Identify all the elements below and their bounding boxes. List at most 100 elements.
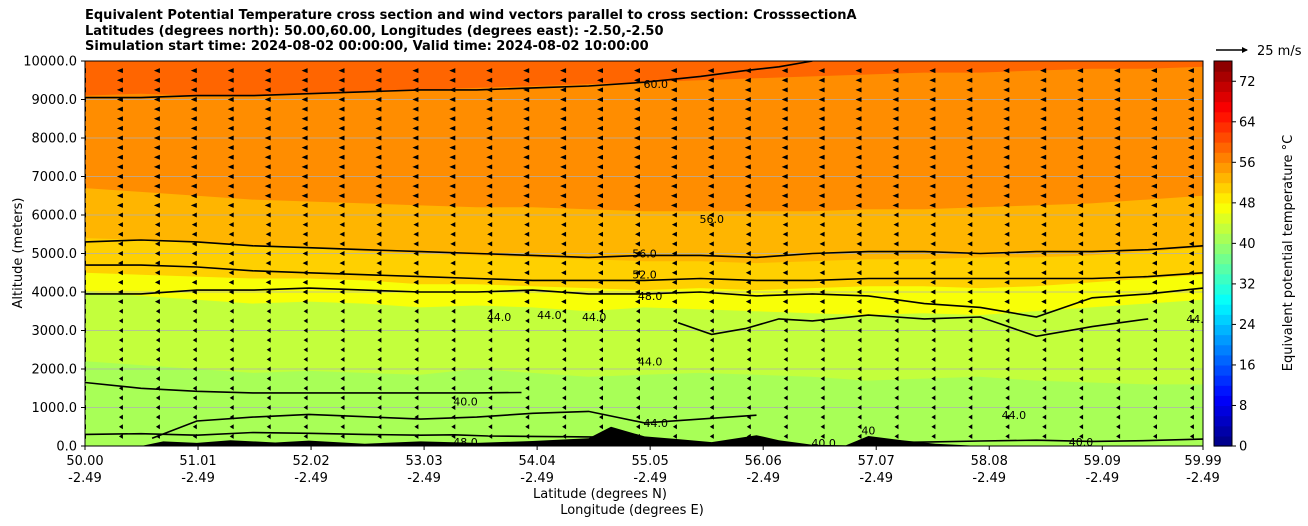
- wind-arrow: [118, 347, 123, 353]
- colorbar-segment: [1214, 142, 1232, 153]
- wind-arrow: [599, 405, 603, 410]
- wind-arrow: [340, 308, 345, 314]
- wind-arrow: [1152, 251, 1157, 256]
- wind-arrow: [1041, 212, 1047, 218]
- wind-arrow: [191, 222, 197, 228]
- wind-arrow: [155, 385, 160, 391]
- wind-arrow: [931, 424, 936, 430]
- wind-arrow: [375, 193, 382, 199]
- wind-arrow: [597, 135, 603, 141]
- wind-arrow: [1116, 308, 1121, 314]
- wind-arrow: [412, 174, 419, 179]
- wind-arrow: [892, 135, 899, 141]
- wind-arrow: [562, 376, 567, 382]
- wind-arrow: [819, 289, 825, 295]
- wind-arrow: [191, 260, 197, 266]
- wind-arrow: [781, 87, 788, 93]
- wind-arrow: [1079, 405, 1084, 410]
- wind-arrow: [412, 145, 419, 151]
- wind-arrow: [1189, 405, 1194, 410]
- wind-arrow: [892, 145, 899, 151]
- wind-arrow: [1115, 212, 1121, 218]
- wind-arrow: [338, 174, 345, 179]
- wind-arrow: [116, 145, 123, 151]
- wind-arrow: [375, 202, 382, 208]
- wind-arrow: [1003, 97, 1010, 102]
- wind-arrow: [783, 308, 788, 314]
- wind-arrow: [486, 164, 493, 170]
- wind-arrow: [930, 231, 936, 237]
- wind-arrow: [931, 318, 936, 324]
- wind-arrow: [190, 145, 197, 151]
- wind-arrow: [303, 414, 308, 420]
- wind-arrow: [745, 222, 751, 228]
- wind-arrow: [966, 97, 973, 102]
- wind-arrow: [855, 154, 862, 160]
- wind-arrow: [597, 202, 603, 208]
- wind-arrow: [1005, 318, 1010, 324]
- wind-arrow: [968, 424, 973, 430]
- wind-arrow: [744, 77, 751, 83]
- contour-label: 40: [861, 425, 875, 438]
- wind-arrow: [598, 222, 603, 228]
- wind-arrow: [525, 424, 530, 430]
- wind-arrow: [1152, 299, 1157, 305]
- wind-arrow: [525, 337, 530, 343]
- wind-arrow: [818, 164, 825, 170]
- wind-arrow: [376, 279, 382, 285]
- wind-arrow: [781, 193, 788, 199]
- wind-arrow: [597, 154, 603, 160]
- wind-arrow: [451, 395, 456, 401]
- wind-arrow: [968, 318, 973, 324]
- colorbar-segment: [1214, 344, 1232, 356]
- wind-arrow: [781, 202, 788, 208]
- colorbar-segment: [1214, 435, 1232, 447]
- colorbar-segment: [1214, 162, 1232, 174]
- wind-arrow: [118, 337, 123, 343]
- wind-arrow: [783, 385, 788, 391]
- wind-arrow: [1115, 241, 1121, 247]
- wind-arrow: [636, 414, 640, 420]
- wind-arrow: [672, 356, 677, 362]
- wind-arrow: [597, 174, 603, 179]
- wind-arrow: [892, 154, 899, 160]
- contour-40: [85, 431, 600, 438]
- wind-arrow: [968, 376, 973, 382]
- wind-arrow: [820, 405, 825, 410]
- wind-arrow: [783, 424, 788, 430]
- wind-arrow: [1187, 164, 1194, 170]
- wind-arrow: [340, 356, 345, 362]
- wind-arrow: [931, 395, 936, 401]
- wind-arrow: [301, 106, 308, 112]
- wind-arrow: [746, 424, 751, 430]
- terrain: [85, 426, 1203, 446]
- x-tick-label-lon: -2.49: [520, 471, 554, 486]
- colorbar-segment: [1214, 324, 1232, 336]
- wind-arrow: [1078, 241, 1084, 247]
- wind-arrow: [894, 405, 899, 410]
- wind-arrow: [967, 270, 973, 276]
- wind-arrow: [377, 347, 382, 353]
- wind-arrow: [266, 433, 271, 439]
- wind-arrow: [1153, 395, 1157, 401]
- wind-arrow: [1005, 424, 1010, 430]
- wind-arrow: [636, 347, 640, 353]
- wind-arrow: [1153, 328, 1157, 333]
- wind-arrow: [709, 366, 714, 372]
- wind-arrow: [488, 347, 493, 353]
- wind-arrow: [1188, 279, 1194, 285]
- wind-arrow: [746, 337, 751, 343]
- wind-arrow: [1003, 183, 1010, 189]
- wind-arrow: [338, 116, 345, 122]
- colorbar-segment: [1214, 304, 1232, 315]
- wind-arrow: [781, 106, 788, 112]
- wind-arrow: [746, 347, 751, 353]
- wind-arrow: [450, 251, 456, 256]
- wind-arrow: [525, 414, 530, 420]
- wind-arrow: [488, 366, 493, 372]
- wind-arrow: [1079, 424, 1084, 430]
- wind-arrow: [117, 299, 123, 305]
- wind-arrow: [709, 356, 714, 362]
- wind-arrow: [1042, 376, 1047, 382]
- wind-arrow: [265, 279, 271, 285]
